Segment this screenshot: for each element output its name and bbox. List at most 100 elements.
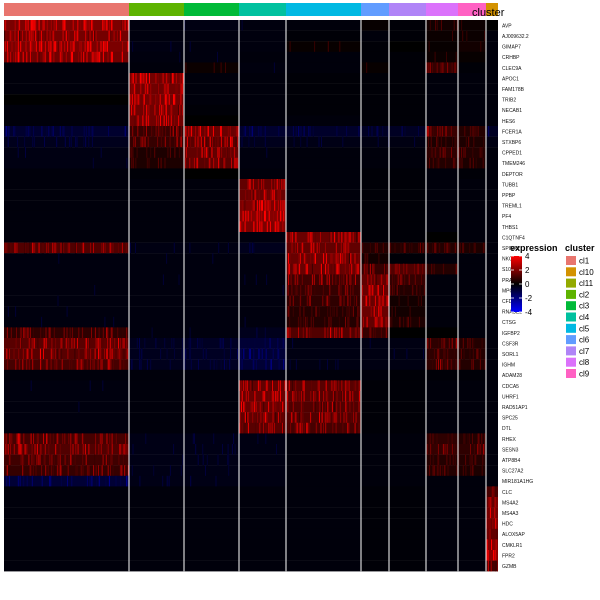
- heatmap-speckle: [109, 433, 111, 445]
- heatmap-speckle: [70, 454, 72, 466]
- heatmap-speckle: [480, 348, 482, 360]
- heatmap-speckle: [468, 338, 469, 349]
- heatmap-speckle: [154, 104, 156, 116]
- heatmap-speckle: [482, 157, 484, 169]
- heatmap-speckle: [123, 242, 125, 254]
- heatmap-cell: [361, 200, 389, 211]
- heatmap-speckle: [44, 338, 46, 349]
- heatmap-speckle: [327, 359, 328, 370]
- heatmap-speckle: [387, 316, 389, 328]
- heatmap-speckle: [349, 401, 351, 413]
- heatmap-speckle: [54, 348, 56, 360]
- heatmap-speckle: [303, 306, 305, 317]
- heatmap-speckle: [46, 433, 48, 445]
- heatmap-speckle: [190, 359, 192, 370]
- heatmap-speckle: [342, 253, 344, 264]
- heatmap-speckle: [328, 316, 330, 328]
- heatmap-speckle: [124, 465, 126, 476]
- heatmap-cell: [4, 94, 129, 105]
- heatmap-speckle: [67, 41, 69, 52]
- heatmap-speckle: [426, 62, 428, 74]
- heatmap-speckle: [157, 83, 159, 95]
- heatmap-cell: [361, 433, 389, 445]
- heatmap-speckle: [340, 285, 342, 296]
- heatmap-speckle: [441, 359, 443, 370]
- heatmap-speckle: [296, 285, 298, 296]
- heatmap-cell: [486, 507, 498, 519]
- heatmap-speckle: [278, 401, 280, 413]
- heatmap-speckle: [110, 20, 112, 31]
- heatmap-speckle: [269, 200, 271, 211]
- heatmap-speckle: [324, 327, 326, 339]
- heatmap-speckle: [52, 465, 54, 476]
- heatmap-speckle: [134, 83, 136, 95]
- heatmap-speckle: [275, 391, 277, 402]
- heatmap-speckle: [355, 274, 356, 286]
- heatmap-speckle: [305, 316, 306, 328]
- heatmap-speckle: [315, 401, 316, 413]
- heatmap-speckle: [111, 444, 113, 455]
- heatmap-speckle: [248, 348, 250, 360]
- heatmap-speckle: [88, 126, 90, 137]
- heatmap-speckle: [48, 444, 50, 455]
- heatmap-speckle: [453, 348, 455, 360]
- heatmap-speckle: [222, 157, 224, 169]
- heatmap-speckle: [139, 475, 141, 487]
- heatmap-speckle: [467, 433, 469, 445]
- heatmap-cell: [129, 306, 184, 317]
- heatmap-speckle: [111, 348, 113, 360]
- heatmap-speckle: [389, 242, 391, 254]
- heatmap-speckle: [137, 115, 139, 127]
- heatmap-speckle: [49, 454, 51, 466]
- heatmap-speckle: [430, 338, 431, 349]
- heatmap-speckle: [368, 126, 370, 137]
- heatmap-speckle: [30, 30, 32, 42]
- heatmap-cell: [486, 550, 498, 561]
- heatmap-speckle: [45, 327, 47, 339]
- heatmap-speckle: [73, 338, 75, 349]
- heatmap-speckle: [392, 274, 394, 286]
- heatmap-cell: [286, 189, 361, 201]
- heatmap-speckle: [470, 444, 471, 455]
- heatmap-speckle: [355, 327, 357, 339]
- heatmap-speckle: [250, 380, 251, 392]
- heatmap-speckle: [216, 359, 218, 370]
- heatmap-cell: [458, 306, 486, 317]
- heatmap-speckle: [419, 285, 421, 296]
- heatmap-speckle: [341, 391, 343, 402]
- heatmap-speckle: [439, 465, 441, 476]
- heatmap-speckle: [11, 433, 13, 445]
- heatmap-speckle: [165, 73, 167, 84]
- heatmap-speckle: [300, 391, 302, 402]
- heatmap-speckle: [442, 444, 444, 455]
- heatmap-speckle: [137, 126, 139, 137]
- heatmap-speckle: [423, 263, 425, 275]
- expression-tick-label: 2: [525, 266, 530, 275]
- gene-label: HDC: [502, 522, 513, 528]
- heatmap-speckle: [474, 126, 476, 137]
- heatmap-speckle: [349, 306, 351, 317]
- heatmap-speckle: [469, 454, 471, 466]
- heatmap-cell: [184, 83, 239, 95]
- heatmap-speckle: [107, 51, 109, 63]
- heatmap-cell: [426, 422, 458, 434]
- heatmap-speckle: [180, 136, 181, 148]
- heatmap-speckle: [393, 348, 395, 360]
- heatmap-speckle: [162, 475, 164, 487]
- heatmap-speckle: [29, 41, 31, 52]
- heatmap-speckle: [201, 147, 203, 158]
- heatmap-speckle: [76, 433, 78, 445]
- heatmap-cell: [426, 200, 458, 211]
- heatmap-speckle: [68, 454, 70, 466]
- heatmap-speckle: [8, 454, 10, 466]
- heatmap-speckle: [50, 465, 52, 476]
- heatmap-cell: [239, 465, 286, 476]
- heatmap-speckle: [43, 338, 45, 349]
- heatmap-speckle: [111, 454, 113, 466]
- heatmap-speckle: [375, 316, 377, 328]
- heatmap-speckle: [339, 41, 341, 52]
- heatmap-speckle: [366, 316, 368, 328]
- heatmap-speckle: [373, 295, 375, 307]
- heatmap-speckle: [92, 157, 94, 169]
- heatmap-speckle: [64, 41, 66, 52]
